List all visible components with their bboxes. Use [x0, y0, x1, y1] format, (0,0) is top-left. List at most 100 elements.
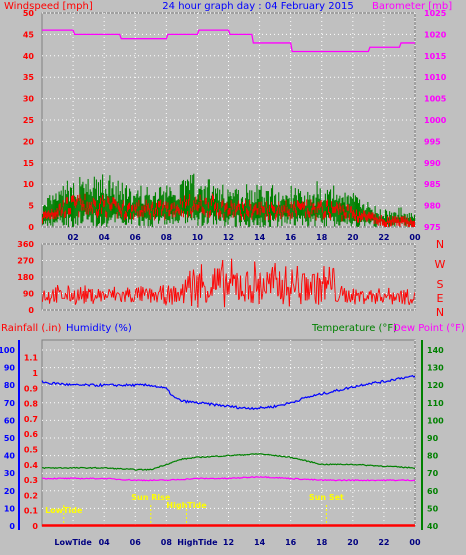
event-label: HighTide [166, 501, 207, 510]
direction-mark [145, 288, 148, 293]
direction-mark [108, 288, 111, 292]
temperature-tick-label: 140 [427, 346, 444, 355]
direction-mark [296, 265, 299, 282]
barometer-tick-label: 1015 [424, 52, 447, 61]
rainfall-tick-label: 0.6 [24, 430, 39, 439]
temperature-time-tick-label: 22 [378, 538, 389, 547]
direction-tick-label: 180 [17, 273, 34, 282]
direction-mark [389, 294, 392, 300]
direction-mark [137, 287, 140, 294]
rainfall-tick-label: 0.4 [24, 461, 39, 470]
barometer-tick-label: 1020 [424, 30, 447, 39]
temperature-line [42, 453, 416, 471]
direction-mark [177, 292, 180, 301]
direction-mark [91, 288, 94, 304]
rainfall-tick-label: 0.9 [24, 384, 39, 393]
barometer-tick-label: 980 [424, 202, 441, 211]
temperature-time-tick-label: 14 [254, 538, 266, 547]
direction-mark [336, 300, 339, 302]
direction-mark [372, 293, 375, 295]
humidity-tick-label: 30 [4, 469, 16, 478]
direction-mark [300, 282, 303, 305]
direction-mark [109, 291, 112, 294]
compass-label: S [437, 278, 444, 291]
direction-mark [354, 289, 357, 305]
temperature-tick-label: 90 [427, 434, 439, 443]
direction-tick-label: 90 [23, 290, 35, 299]
direction-mark [64, 292, 66, 299]
temperature-tick-label: 40 [427, 522, 439, 531]
direction-mark [129, 289, 131, 297]
direction-mark [142, 287, 145, 293]
humidity-label: Humidity (%) [66, 323, 132, 334]
windspeed-tick-label: 50 [23, 9, 35, 18]
direction-mark [78, 296, 81, 301]
direction-mark [208, 296, 210, 298]
direction-mark [87, 288, 90, 299]
direction-mark [348, 290, 351, 300]
direction-mark [286, 287, 289, 296]
temperature-grid [42, 340, 416, 527]
temperature-tick-label: 110 [427, 399, 444, 408]
direction-mark [205, 301, 208, 303]
compass-label: N [436, 238, 444, 251]
direction-mark [341, 285, 344, 296]
barometer-axis-labels: 975 980 985 990 995 1000 1005 1010 1015 1020 1025 [424, 9, 447, 232]
direction-tick-label: 360 [17, 240, 34, 249]
direction-mark [258, 272, 261, 305]
wind-time-axis-labels: 02 04 06 08 10 12 14 16 18 20 22 00 [68, 233, 421, 242]
temperature-time-tick-label: LowTide [54, 538, 92, 547]
direction-mark [59, 289, 62, 292]
wind-time-tick-label: 02 [68, 233, 79, 242]
direction-mark [313, 273, 316, 300]
rainfall-tick-label: 0.5 [24, 445, 39, 454]
direction-mark [259, 272, 262, 288]
direction-mark [334, 282, 336, 302]
wind-time-tick-label: 22 [378, 233, 389, 242]
direction-mark [328, 266, 331, 280]
direction-mark [407, 289, 409, 303]
wind-time-tick-label: 08 [161, 233, 173, 242]
direction-mark [248, 286, 250, 300]
direction-mark [255, 272, 257, 292]
direction-mark [252, 292, 255, 304]
direction-mark [339, 288, 342, 296]
barometer-tick-label: 1010 [424, 73, 447, 82]
direction-mark [279, 271, 281, 300]
direction-mark [274, 262, 277, 280]
direction-mark [270, 272, 273, 294]
direction-mark [307, 278, 310, 300]
humidity-tick-label: 50 [4, 434, 16, 443]
direction-mark [263, 278, 265, 291]
windspeed-label: Windspeed [mph] [4, 1, 93, 12]
rainfall-tick-label: 0.1 [24, 507, 39, 516]
direction-mark [329, 279, 332, 290]
rainfall-tick-label: 0 [32, 522, 38, 531]
direction-mark [165, 301, 168, 306]
direction-mark [185, 286, 188, 293]
windspeed-axis-labels: 0 5 10 15 20 25 30 35 40 45 50 [23, 9, 35, 232]
direction-mark [276, 277, 279, 297]
temperature-time-tick-label: 08 [161, 538, 173, 547]
direction-mark [48, 291, 50, 304]
temperature-time-tick-label: 16 [285, 538, 297, 547]
direction-mark [194, 292, 197, 301]
windspeed-tick-label: 5 [28, 202, 34, 211]
direction-mark [283, 279, 286, 298]
temperature-tick-label: 70 [427, 469, 439, 478]
direction-mark [105, 293, 107, 298]
windspeed-tick-label: 15 [23, 159, 35, 168]
direction-mark [301, 273, 304, 283]
direction-mark [413, 292, 416, 301]
direction-mark [240, 275, 242, 297]
rainfall-tick-label: 0.3 [24, 476, 38, 485]
direction-mark [107, 289, 110, 296]
direction-mark [367, 291, 370, 300]
direction-mark [80, 287, 82, 300]
direction-mark [388, 287, 391, 300]
temperature-tick-label: 100 [427, 416, 444, 425]
